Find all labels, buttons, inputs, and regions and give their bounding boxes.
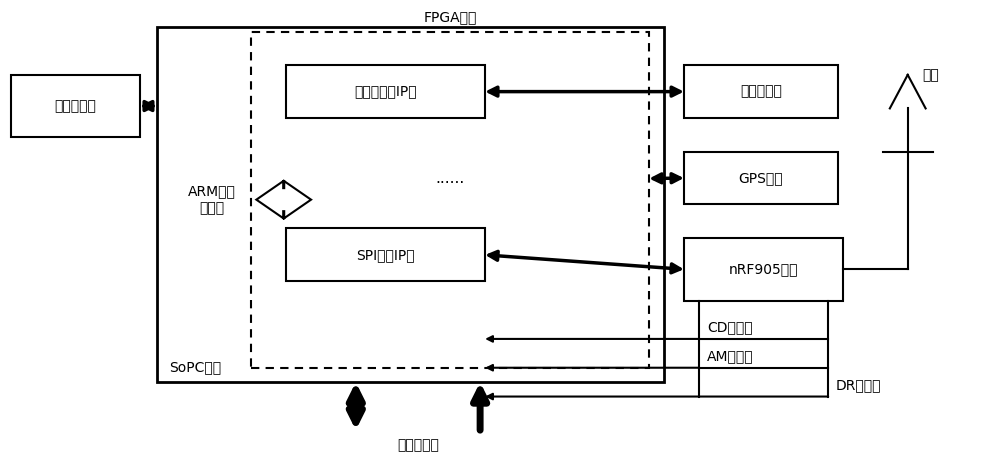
Bar [684, 65, 838, 118]
Bar [11, 75, 140, 137]
Text: 以太网电口: 以太网电口 [54, 99, 96, 113]
Text: ARM处理
器硬核: ARM处理 器硬核 [188, 185, 236, 215]
Polygon shape [256, 181, 311, 219]
Text: 三速以太网IP核: 三速以太网IP核 [354, 85, 417, 99]
Bar [286, 228, 485, 281]
Text: FPGA芯片: FPGA芯片 [424, 10, 477, 24]
Bar [157, 27, 664, 382]
Text: 硬件联络线: 硬件联络线 [397, 438, 439, 452]
Text: 以太网光口: 以太网光口 [740, 85, 782, 99]
Text: 天线: 天线 [923, 68, 939, 82]
Bar [684, 238, 843, 300]
Text: DR状态线: DR状态线 [836, 378, 882, 392]
Text: AM状态线: AM状态线 [707, 349, 753, 363]
Text: CD状态线: CD状态线 [707, 320, 752, 334]
Text: ......: ...... [436, 171, 465, 186]
Text: SPI总线IP核: SPI总线IP核 [356, 248, 415, 262]
Text: nRF905模块: nRF905模块 [729, 262, 798, 276]
Text: SoPC芯片: SoPC芯片 [169, 360, 221, 374]
Bar [286, 65, 485, 118]
Text: GPS接口: GPS接口 [739, 171, 783, 185]
Bar [251, 31, 649, 368]
Bar [684, 152, 838, 204]
